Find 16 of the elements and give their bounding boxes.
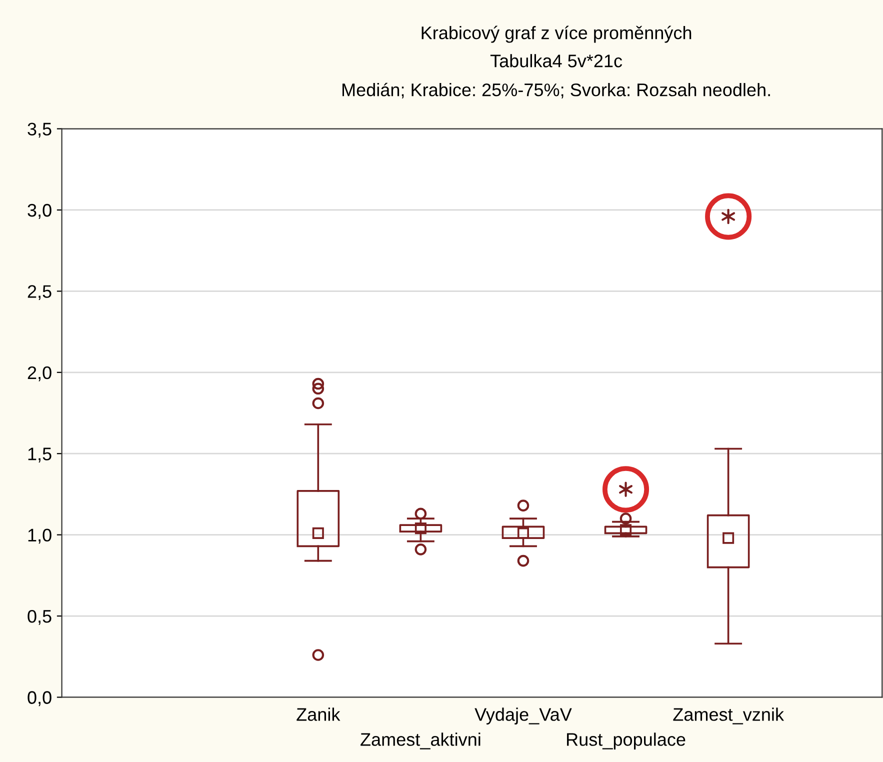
chart-subtitle: Tabulka4 5v*21c (490, 54, 622, 68)
x-tick-label: Vydaje_VaV (474, 708, 572, 724)
x-tick-label: Zanik (296, 708, 340, 721)
y-tick-label: 1,0 (28, 528, 52, 544)
x-tick-label: Zamest_vznik (673, 708, 784, 724)
y-tick-label: 2,5 (28, 285, 52, 300)
y-tick-label: 0,0 (28, 691, 52, 706)
y-tick-label: 1,5 (28, 448, 52, 462)
chart-title: Krabicový graf z více proměnných (422, 26, 692, 43)
x-tick-label: Rust_populace (567, 732, 686, 750)
x-tick-label: Zamest_aktivni (360, 732, 480, 750)
y-tick-label: 0,5 (28, 610, 52, 625)
text: Medián; Krabice: 25%-75%; Svorka: Rozsah neodleh. (342, 82, 770, 98)
y-tick-label: 3,5 (28, 122, 52, 138)
y-tick-label: 3,0 (28, 204, 52, 219)
y-tick-label: 2,0 (28, 366, 52, 382)
